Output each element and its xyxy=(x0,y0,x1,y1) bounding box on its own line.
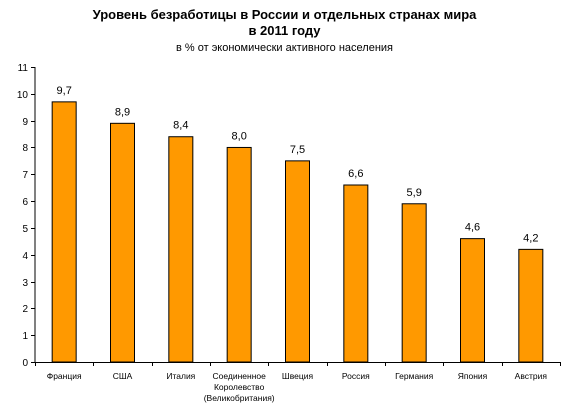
value-labels: 9,7 8,9 8,4 8,0 7,5 6,6 5,9 4,6 4,2 xyxy=(57,85,539,244)
y-tick-label: 3 xyxy=(22,278,28,289)
category-label: Австрия xyxy=(515,371,548,381)
category-label-line: Соединенное xyxy=(212,371,266,381)
category-label: Швеция xyxy=(282,371,314,381)
category-labels: Франция США Италия Соединенное Королевство (В… xyxy=(47,371,548,403)
category-label: Франция xyxy=(47,371,82,381)
bar xyxy=(51,101,77,363)
value-label: 8,4 xyxy=(173,120,188,132)
category-label: Соединенное Королевство (Великобритания) xyxy=(204,371,275,403)
y-tick-label: 6 xyxy=(22,197,28,208)
y-tick-label: 5 xyxy=(22,224,28,235)
category-label-line: Италия xyxy=(166,371,195,381)
category-label-line: Германия xyxy=(395,371,434,381)
y-tick-label: 10 xyxy=(17,90,29,101)
y-tick-label: 4 xyxy=(22,251,28,262)
category-label: Германия xyxy=(395,371,434,381)
category-label-line: Королевство xyxy=(214,382,265,392)
chart-title: Уровень безработицы в России и отдельных… xyxy=(92,7,477,38)
category-label-line: Швеция xyxy=(282,371,314,381)
value-label: 5,9 xyxy=(407,187,422,199)
category-label-line: Япония xyxy=(458,371,488,381)
category-label-line: Россия xyxy=(342,371,370,381)
chart-header: Уровень безработицы в России и отдельных… xyxy=(0,7,569,55)
value-label: 8,0 xyxy=(232,130,247,142)
bars xyxy=(51,101,544,363)
category-label-line: Австрия xyxy=(515,371,548,381)
y-axis: 0 1 2 3 4 5 6 7 8 9 10 11 xyxy=(17,63,36,369)
y-tick-label: 8 xyxy=(22,143,28,154)
x-axis xyxy=(35,362,561,366)
bar xyxy=(110,122,135,363)
category-label: США xyxy=(113,371,133,381)
y-tick-label: 9 xyxy=(22,117,28,128)
value-label: 4,6 xyxy=(465,222,480,234)
bar xyxy=(518,248,544,363)
y-tick-label: 2 xyxy=(22,304,28,315)
chart-subtitle: в % от экономически активного населения xyxy=(175,42,393,54)
value-label: 7,5 xyxy=(290,144,305,156)
category-label: Россия xyxy=(342,371,370,381)
bar xyxy=(343,184,369,363)
category-label-line: США xyxy=(113,371,133,381)
y-tick-label: 1 xyxy=(22,331,28,342)
bar xyxy=(226,146,252,363)
value-label: 6,6 xyxy=(348,168,363,180)
value-label: 9,7 xyxy=(57,85,72,97)
y-tick-label: 11 xyxy=(18,63,29,74)
y-tick-label: 0 xyxy=(22,358,28,369)
category-label-line: (Великобритания) xyxy=(204,393,275,403)
category-label: Италия xyxy=(166,371,195,381)
category-label-line: Франция xyxy=(47,371,82,381)
bar xyxy=(401,203,427,363)
value-label: 4,2 xyxy=(523,232,538,244)
bar xyxy=(285,160,310,363)
bar xyxy=(168,136,194,363)
y-tick-label: 7 xyxy=(22,170,28,181)
value-label: 8,9 xyxy=(115,106,130,118)
category-label: Япония xyxy=(458,371,488,381)
bar xyxy=(460,238,485,363)
